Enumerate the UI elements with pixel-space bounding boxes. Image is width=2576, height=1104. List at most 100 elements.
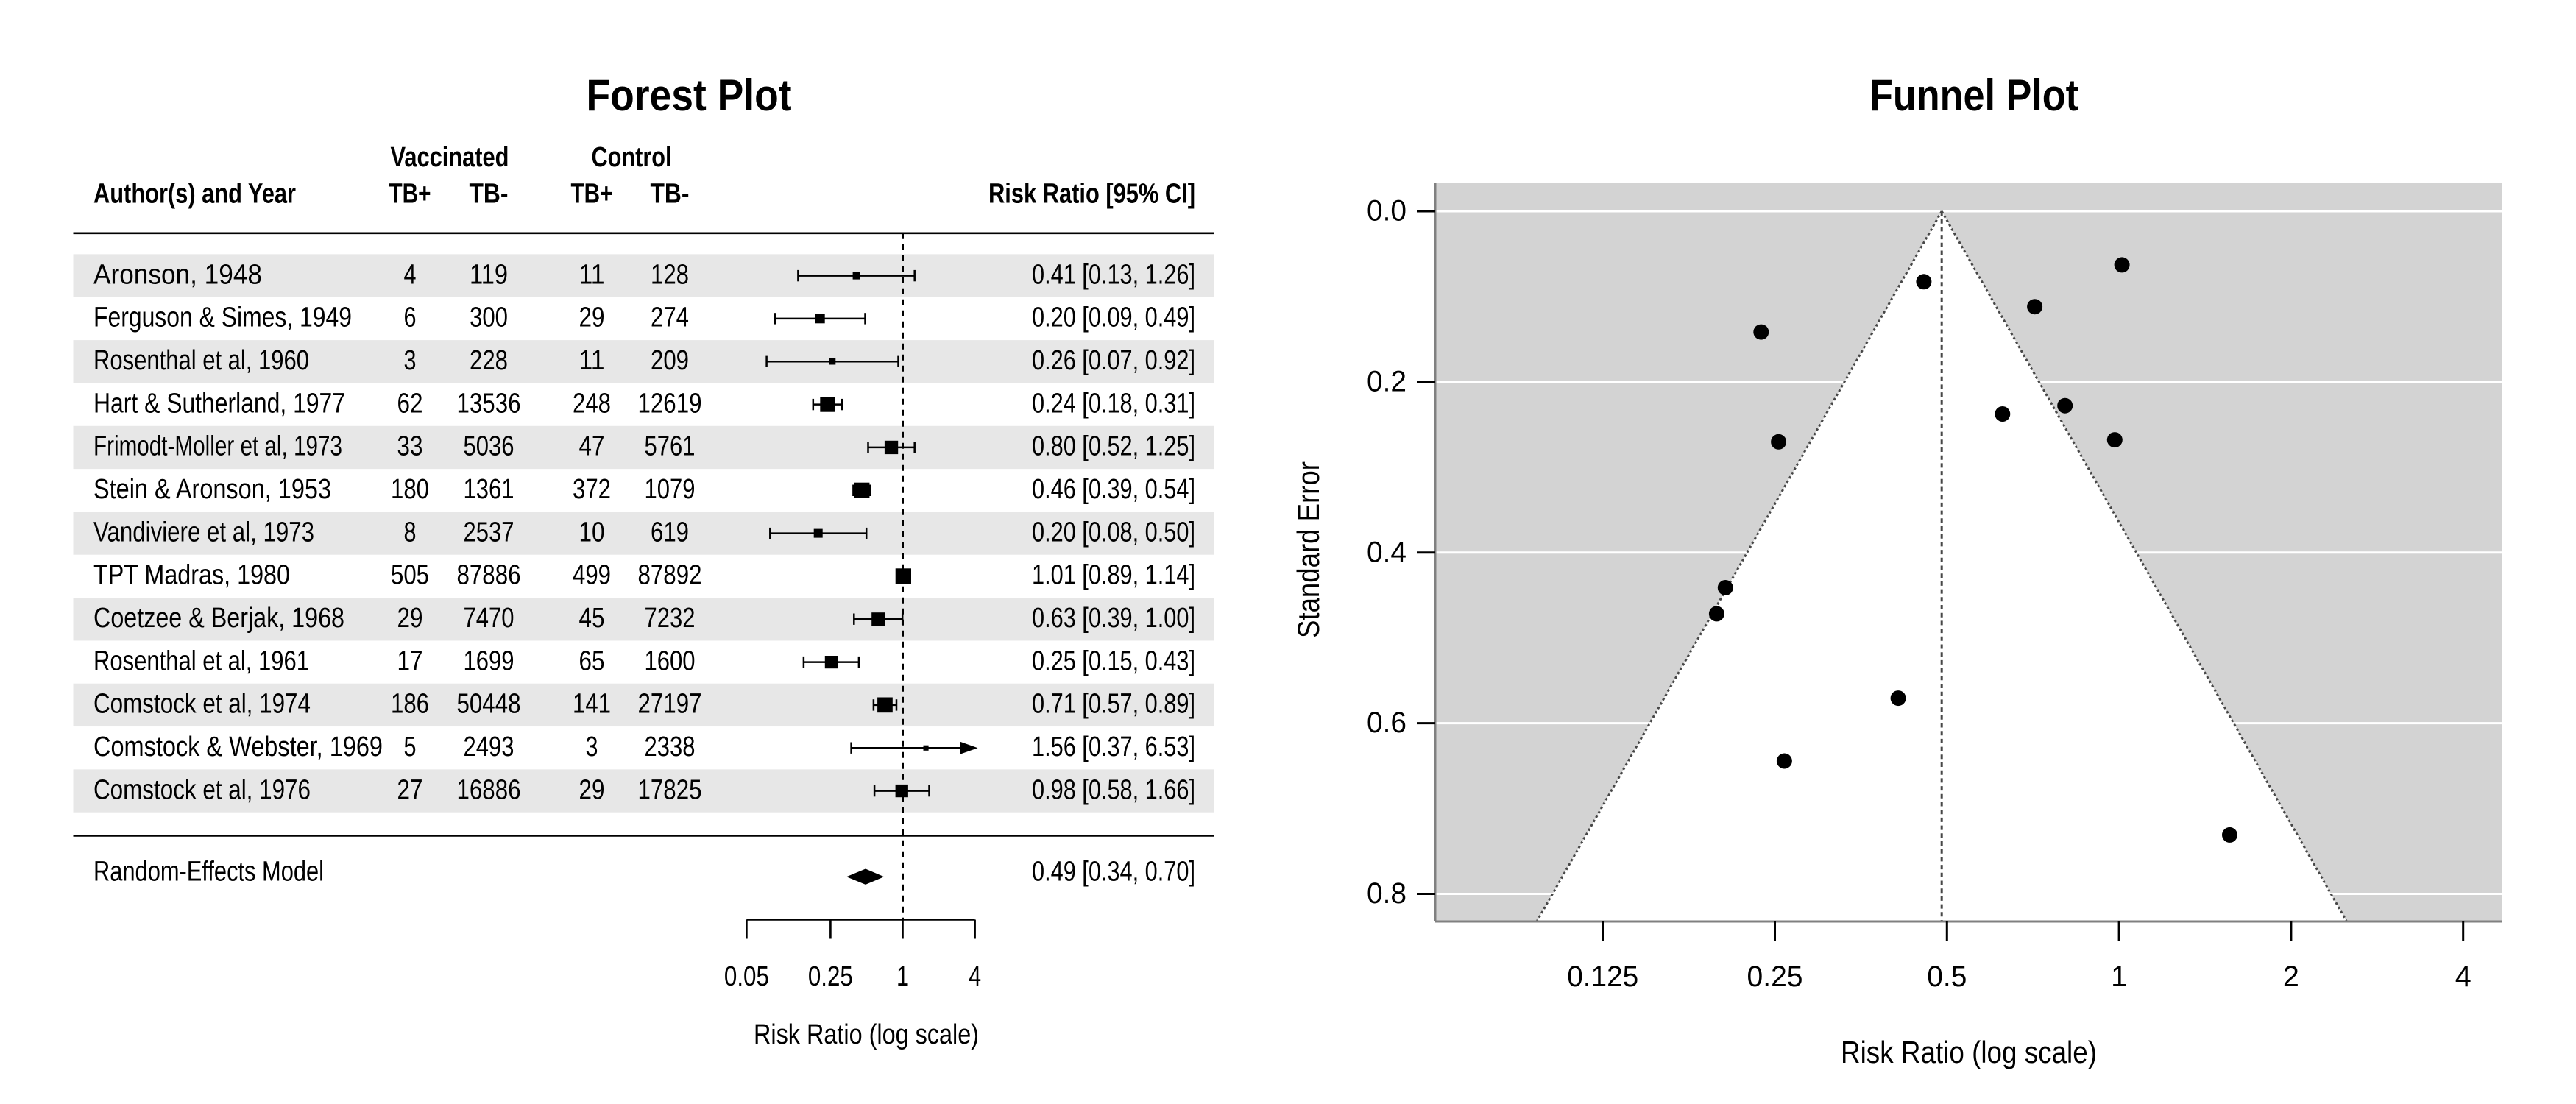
svg-text:1.01 [0.89, 1.14]: 1.01 [0.89, 1.14] [1032, 560, 1195, 591]
svg-text:27: 27 [397, 774, 423, 805]
svg-text:141: 141 [573, 689, 611, 720]
svg-text:2493: 2493 [464, 732, 514, 762]
svg-text:2537: 2537 [464, 517, 514, 548]
svg-text:Standard Error: Standard Error [1291, 461, 1326, 638]
svg-text:11: 11 [579, 345, 605, 376]
svg-text:0.0: 0.0 [1367, 195, 1406, 227]
svg-text:1699: 1699 [464, 645, 514, 676]
svg-text:Aronson, 1948: Aronson, 1948 [93, 259, 262, 290]
svg-text:45: 45 [579, 603, 605, 634]
svg-text:TPT Madras, 1980: TPT Madras, 1980 [93, 560, 290, 591]
svg-text:Hart & Sutherland, 1977: Hart & Sutherland, 1977 [93, 388, 345, 419]
svg-text:1: 1 [2111, 960, 2127, 993]
svg-text:4: 4 [969, 961, 981, 992]
svg-text:300: 300 [470, 302, 508, 333]
svg-text:Risk Ratio (log scale): Risk Ratio (log scale) [1841, 1035, 2097, 1069]
svg-text:16886: 16886 [457, 774, 521, 805]
svg-text:228: 228 [470, 345, 508, 376]
svg-text:0.41 [0.13, 1.26]: 0.41 [0.13, 1.26] [1032, 259, 1195, 290]
svg-text:Ferguson & Simes, 1949: Ferguson & Simes, 1949 [93, 302, 352, 333]
svg-text:33: 33 [397, 431, 423, 462]
svg-text:Funnel Plot: Funnel Plot [1869, 71, 2078, 120]
svg-text:17825: 17825 [638, 774, 702, 805]
svg-text:Rosenthal et al, 1960: Rosenthal et al, 1960 [93, 345, 309, 376]
svg-text:29: 29 [579, 302, 605, 333]
svg-text:5036: 5036 [464, 431, 514, 462]
svg-text:Author(s) and Year: Author(s) and Year [93, 178, 296, 209]
svg-text:1: 1 [896, 961, 909, 992]
svg-text:10: 10 [579, 517, 605, 548]
svg-text:Vaccinated: Vaccinated [391, 142, 509, 173]
svg-text:13536: 13536 [457, 388, 521, 419]
svg-text:Stein & Aronson, 1953: Stein & Aronson, 1953 [93, 474, 331, 505]
svg-text:1361: 1361 [464, 474, 514, 505]
svg-text:TB+: TB+ [571, 178, 613, 209]
svg-text:0.24 [0.18, 0.31]: 0.24 [0.18, 0.31] [1032, 388, 1195, 419]
svg-text:Risk Ratio (log scale): Risk Ratio (log scale) [754, 1019, 979, 1050]
svg-text:62: 62 [397, 388, 423, 419]
svg-text:372: 372 [573, 474, 611, 505]
svg-text:50448: 50448 [457, 689, 521, 720]
svg-text:0.25: 0.25 [808, 961, 853, 992]
svg-text:1600: 1600 [645, 645, 696, 676]
svg-text:0.49 [0.34, 0.70]: 0.49 [0.34, 0.70] [1032, 857, 1195, 888]
svg-text:TB-: TB- [470, 178, 509, 209]
svg-text:1079: 1079 [645, 474, 696, 505]
svg-text:499: 499 [573, 560, 611, 591]
svg-text:TB-: TB- [651, 178, 690, 209]
svg-text:0.71 [0.57, 0.89]: 0.71 [0.57, 0.89] [1032, 689, 1195, 720]
svg-text:128: 128 [651, 259, 689, 290]
svg-text:5761: 5761 [645, 431, 696, 462]
svg-text:Random-Effects Model: Random-Effects Model [93, 857, 324, 888]
svg-text:248: 248 [573, 388, 611, 419]
svg-text:27197: 27197 [638, 689, 702, 720]
svg-text:Comstock et al, 1974: Comstock et al, 1974 [93, 689, 311, 720]
svg-text:0.63 [0.39, 1.00]: 0.63 [0.39, 1.00] [1032, 603, 1195, 634]
svg-text:11: 11 [579, 259, 605, 290]
svg-text:Comstock et al, 1976: Comstock et al, 1976 [93, 774, 311, 805]
svg-text:Control: Control [592, 142, 672, 173]
svg-text:87886: 87886 [457, 560, 521, 591]
svg-text:0.4: 0.4 [1367, 536, 1406, 568]
svg-text:65: 65 [579, 645, 605, 676]
svg-text:7470: 7470 [464, 603, 514, 634]
svg-text:4: 4 [404, 259, 417, 290]
svg-text:119: 119 [470, 259, 508, 290]
svg-text:6: 6 [404, 302, 417, 333]
svg-text:29: 29 [397, 603, 423, 634]
svg-text:274: 274 [651, 302, 689, 333]
svg-text:1.56 [0.37, 6.53]: 1.56 [0.37, 6.53] [1032, 732, 1195, 762]
svg-text:Forest Plot: Forest Plot [587, 71, 792, 120]
svg-text:0.8: 0.8 [1367, 877, 1406, 910]
svg-text:29: 29 [579, 774, 605, 805]
svg-text:0.20 [0.09, 0.49]: 0.20 [0.09, 0.49] [1032, 302, 1195, 333]
svg-text:8: 8 [404, 517, 417, 548]
svg-text:0.25: 0.25 [1747, 960, 1803, 993]
svg-text:186: 186 [391, 689, 429, 720]
svg-text:0.125: 0.125 [1567, 960, 1638, 993]
svg-text:505: 505 [391, 560, 429, 591]
svg-text:180: 180 [391, 474, 429, 505]
svg-text:0.6: 0.6 [1367, 707, 1406, 739]
svg-text:3: 3 [586, 732, 598, 762]
svg-text:0.80 [0.52, 1.25]: 0.80 [0.52, 1.25] [1032, 431, 1195, 462]
svg-text:Vandiviere et al, 1973: Vandiviere et al, 1973 [93, 517, 314, 548]
svg-text:0.20 [0.08, 0.50]: 0.20 [0.08, 0.50] [1032, 517, 1195, 548]
svg-text:Rosenthal et al, 1961: Rosenthal et al, 1961 [93, 645, 309, 676]
svg-text:Comstock & Webster, 1969: Comstock & Webster, 1969 [93, 732, 383, 762]
svg-text:Coetzee & Berjak, 1968: Coetzee & Berjak, 1968 [93, 603, 344, 634]
svg-text:0.2: 0.2 [1367, 365, 1406, 397]
svg-text:0.05: 0.05 [724, 961, 769, 992]
svg-text:0.98 [0.58, 1.66]: 0.98 [0.58, 1.66] [1032, 774, 1195, 805]
svg-text:3: 3 [404, 345, 417, 376]
svg-text:12619: 12619 [638, 388, 702, 419]
svg-text:0.5: 0.5 [1927, 960, 1967, 993]
svg-text:0.46 [0.39, 0.54]: 0.46 [0.39, 0.54] [1032, 474, 1195, 505]
svg-text:0.25 [0.15, 0.43]: 0.25 [0.15, 0.43] [1032, 645, 1195, 676]
svg-text:47: 47 [579, 431, 605, 462]
svg-text:4: 4 [2455, 960, 2471, 993]
svg-text:0.26 [0.07, 0.92]: 0.26 [0.07, 0.92] [1032, 345, 1195, 376]
svg-text:87892: 87892 [638, 560, 702, 591]
svg-text:2338: 2338 [645, 732, 696, 762]
svg-text:209: 209 [651, 345, 689, 376]
